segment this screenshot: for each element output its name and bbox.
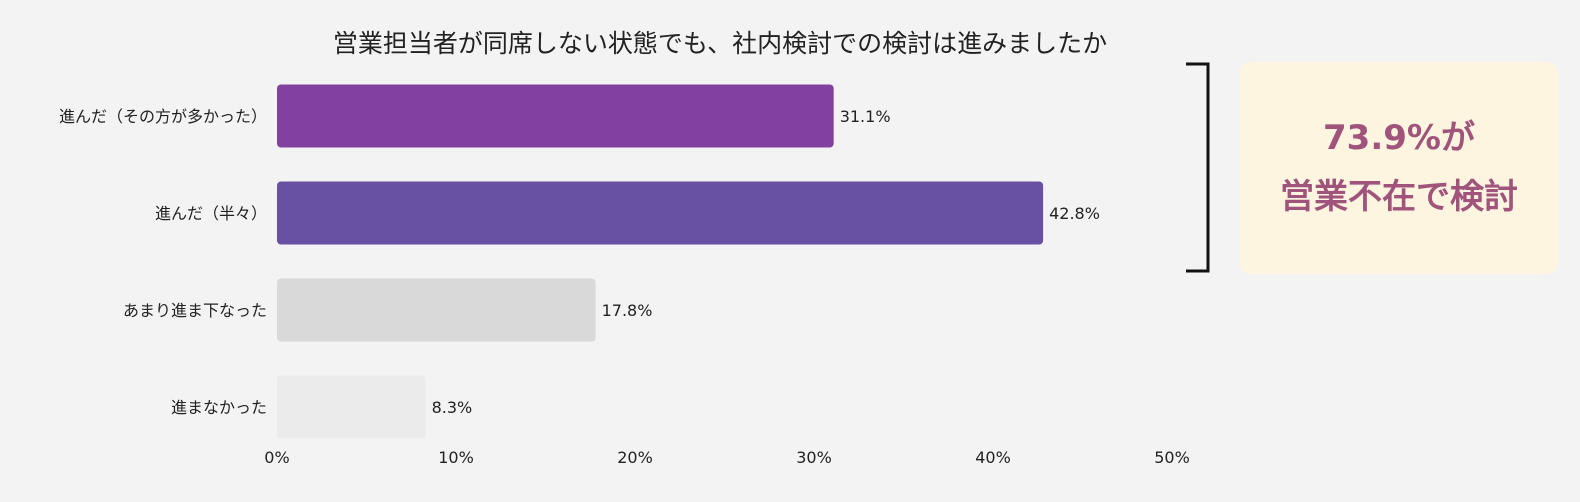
bar-3 — [277, 278, 596, 342]
value-label-3: 17.8% — [602, 301, 653, 320]
summary-callout: 73.9%が 営業不在で検討 — [1240, 62, 1558, 274]
bars-group: 進んだ（その方が多かった） 31.1% 進んだ（半々） 42.8% あまり進ま下なった 1… — [59, 84, 1100, 439]
value-label-4: 8.3% — [432, 398, 473, 417]
x-tick-label-10: 10% — [438, 448, 474, 467]
x-tick-label-40: 40% — [975, 448, 1011, 467]
x-tick-label-50: 50% — [1154, 448, 1190, 467]
value-label-2: 42.8% — [1049, 204, 1100, 223]
bar-4 — [277, 375, 426, 439]
grouping-bracket — [1186, 62, 1210, 273]
x-tick-label-0: 0% — [264, 448, 289, 467]
bar-1 — [277, 84, 834, 148]
category-label-1: 進んだ（その方が多かった） — [59, 107, 267, 126]
bar-2 — [277, 181, 1044, 245]
callout-caption: 営業不在で検討 — [1280, 177, 1518, 217]
x-tick-label-30: 30% — [796, 448, 832, 467]
category-label-4: 進まなかった — [171, 398, 267, 417]
value-label-1: 31.1% — [840, 107, 891, 126]
category-label-2: 進んだ（半々） — [155, 204, 267, 223]
x-tick-label-20: 20% — [617, 448, 653, 467]
callout-percentage: 73.9%が — [1323, 117, 1475, 158]
category-label-3: あまり進ま下なった — [123, 301, 267, 320]
x-axis-ticks: 0% 10% 20% 30% 40% 50% — [264, 448, 1189, 467]
chart-title: 営業担当者が同席しない状態でも、社内検討での検討は進みましたか — [333, 29, 1107, 58]
